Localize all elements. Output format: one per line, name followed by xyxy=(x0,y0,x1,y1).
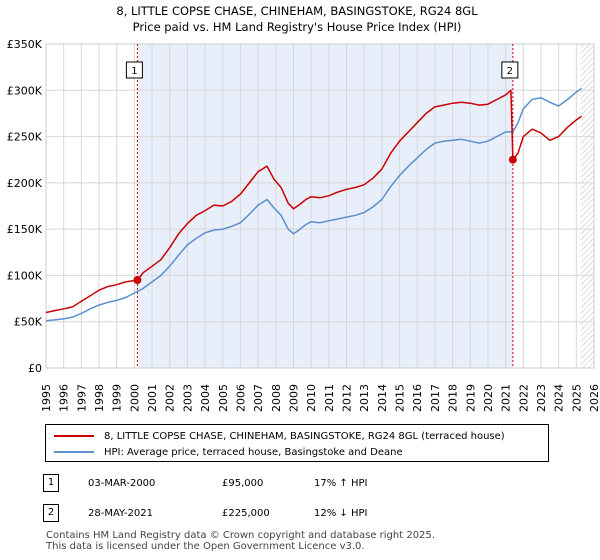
x-tick-label: 2005 xyxy=(217,384,230,412)
legend-entry-hpi: HPI: Average price, terraced house, Basi… xyxy=(54,445,403,459)
x-tick-label: 2022 xyxy=(517,384,530,412)
legend-label-property: 8, LITTLE COPSE CHASE, CHINEHAM, BASINGS… xyxy=(104,430,505,442)
x-tick-label: 2014 xyxy=(376,384,389,412)
forecast-hatch xyxy=(580,44,594,368)
x-tick-label: 2012 xyxy=(341,384,354,412)
footer-licence: This data is licensed under the Open Gov… xyxy=(46,541,365,552)
sale-marker: 1 xyxy=(43,474,59,492)
y-tick-label: £250K xyxy=(7,131,43,144)
sale-badge-box xyxy=(501,61,519,79)
x-tick-label: 2013 xyxy=(358,384,371,412)
x-tick-label: 2003 xyxy=(181,384,194,412)
sale-hpi-change: 12% ↓ HPI xyxy=(314,508,368,519)
y-tick-label: £0 xyxy=(28,362,42,375)
sale-badge-label: 2 xyxy=(507,66,513,77)
x-tick-label: 2018 xyxy=(447,384,460,412)
footer: Contains HM Land Registry data © Crown c… xyxy=(46,530,435,552)
sale-marker: 2 xyxy=(43,504,59,522)
x-tick-label: 2011 xyxy=(323,384,336,412)
x-tick-label: 1998 xyxy=(93,384,106,412)
sale-date: 28-MAY-2021 xyxy=(88,508,154,519)
y-tick-label: £100K xyxy=(7,269,43,282)
sale-price: £95,000 xyxy=(222,478,264,489)
sale-price: £225,000 xyxy=(222,508,270,519)
x-tick-label: 2000 xyxy=(128,384,141,412)
footer-copyright: Contains HM Land Registry data © Crown c… xyxy=(46,530,435,541)
x-tick-label: 1996 xyxy=(58,384,71,412)
x-tick-label: 2001 xyxy=(146,384,159,412)
sale-badge-label: 1 xyxy=(131,66,137,77)
sale-date: 03-MAR-2000 xyxy=(88,478,156,489)
y-tick-label: £350K xyxy=(7,38,43,51)
x-tick-label: 2004 xyxy=(199,384,212,412)
x-tick-label: 2006 xyxy=(234,384,247,412)
x-tick-label: 2009 xyxy=(287,384,300,412)
x-tick-label: 1997 xyxy=(75,384,88,412)
x-tick-label: 2008 xyxy=(270,384,283,412)
y-tick-label: £50K xyxy=(14,316,43,329)
chart-subtitle: Price paid vs. HM Land Registry's House … xyxy=(133,20,462,34)
legend-swatch-property xyxy=(54,435,94,437)
chart-title: 8, LITTLE COPSE CHASE, CHINEHAM, BASINGS… xyxy=(116,4,478,18)
x-tick-label: 2026 xyxy=(588,384,600,412)
x-tick-label: 2010 xyxy=(305,384,318,412)
sale-row-1: 1 03-MAR-2000 £95,000 17% ↑ HPI xyxy=(0,474,600,494)
legend-entry-property: 8, LITTLE COPSE CHASE, CHINEHAM, BASINGS… xyxy=(54,429,505,443)
sale-hpi-change: 17% ↑ HPI xyxy=(314,478,368,489)
x-tick-label: 2002 xyxy=(164,384,177,412)
y-tick-label: £150K xyxy=(7,223,43,236)
series-hpi-line xyxy=(45,87,583,322)
y-tick-label: £200K xyxy=(7,177,43,190)
sale-period-shading xyxy=(137,44,513,368)
x-tick-label: 2024 xyxy=(553,384,566,412)
sale-row-2: 2 28-MAY-2021 £225,000 12% ↓ HPI xyxy=(0,504,600,524)
sale-badge-box xyxy=(125,61,143,79)
x-tick-label: 2020 xyxy=(482,384,495,412)
legend: 8, LITTLE COPSE CHASE, CHINEHAM, BASINGS… xyxy=(45,424,549,462)
x-tick-label: 2015 xyxy=(394,384,407,412)
y-tick-label: £300K xyxy=(7,84,43,97)
x-tick-label: 2017 xyxy=(429,384,442,412)
sale-point xyxy=(133,276,142,285)
x-tick-label: 2019 xyxy=(464,384,477,412)
price-chart: 8, LITTLE COPSE CHASE, CHINEHAM, BASINGS… xyxy=(7,4,600,412)
x-tick-label: 2007 xyxy=(252,384,265,412)
series-property-line xyxy=(45,89,583,314)
x-tick-label: 2025 xyxy=(570,384,583,412)
plot-border xyxy=(45,43,595,369)
x-tick-label: 2016 xyxy=(411,384,424,412)
x-tick-label: 1995 xyxy=(40,384,53,412)
x-tick-label: 1999 xyxy=(111,384,124,412)
x-tick-label: 2021 xyxy=(500,384,513,412)
legend-swatch-hpi xyxy=(54,451,94,453)
x-tick-label: 2023 xyxy=(535,384,548,412)
sale-point xyxy=(508,155,517,164)
legend-label-hpi: HPI: Average price, terraced house, Basi… xyxy=(104,446,403,458)
